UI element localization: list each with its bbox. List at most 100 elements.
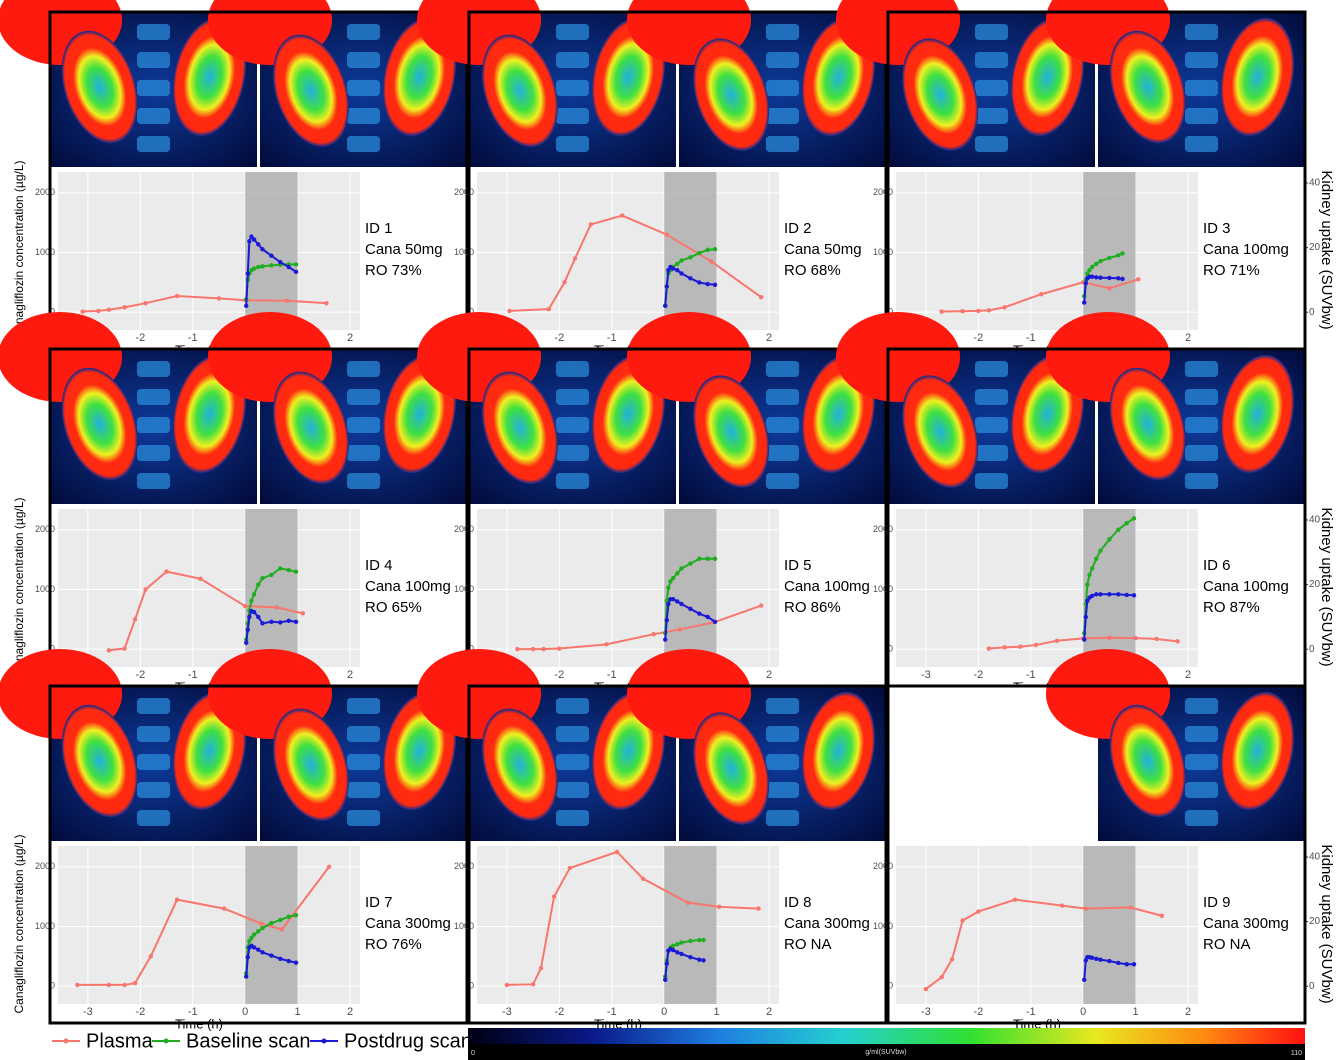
spine-block [1185,108,1218,124]
data-point [107,308,111,312]
data-point [705,615,709,619]
x-tick-label: -2 [135,1006,145,1018]
data-point [688,939,692,943]
annotation: Cana 300mg [784,915,870,932]
y-tick-label: 2000 [873,861,893,871]
data-point [286,265,290,269]
data-point [615,850,619,854]
data-point [557,646,561,650]
spine-block [137,52,170,68]
data-point [688,607,692,611]
data-point [1107,537,1111,541]
x-tick-label: -2 [973,1006,983,1018]
data-point [122,983,126,987]
spine-block [556,754,589,770]
spine-block [556,445,589,461]
annotation: RO 87% [1203,599,1260,616]
data-point [756,906,760,910]
x-tick-label: -2 [973,669,983,681]
spine-block [137,445,170,461]
data-point [713,620,717,624]
x-tick-label: 2 [1185,1006,1191,1018]
spine-block [556,417,589,433]
data-point [1082,637,1086,641]
x-tick-label: -3 [502,1006,512,1018]
spine-block [975,473,1008,489]
data-point [675,262,679,266]
data-point [278,260,282,264]
data-point [1094,557,1098,561]
data-point [717,905,721,909]
annotation: RO 68% [784,262,841,279]
data-point [713,247,717,251]
x-tick-label: 2 [347,669,353,681]
plot-area [477,846,779,1004]
data-point [1116,276,1120,280]
spine-block [137,810,170,826]
spine-block [1185,24,1218,40]
data-point [1002,645,1006,649]
data-point [252,610,256,614]
x-tick-label: 2 [347,1006,353,1018]
data-point [294,913,298,917]
spine-block [556,473,589,489]
data-point [75,983,79,987]
data-point [96,309,100,313]
spine-block [1185,361,1218,377]
data-point [697,557,701,561]
data-point [260,926,264,930]
spine-block [766,473,799,489]
spine-block [137,417,170,433]
data-point [294,620,298,624]
y2-tick-label: 0 [1309,644,1315,655]
spine-block [137,361,170,377]
data-point [663,978,667,982]
annotation: Cana 100mg [1203,578,1289,595]
data-point [1082,300,1086,304]
data-point [1013,897,1017,901]
spine-block [347,782,380,798]
data-point [705,557,709,561]
spine-block [975,389,1008,405]
y-tick-label: 1000 [35,584,55,594]
plot-area [477,509,779,667]
data-point [939,975,943,979]
data-point [259,921,263,925]
data-point [244,304,248,308]
spine-block [975,445,1008,461]
data-point [679,258,683,262]
data-point [1082,978,1086,982]
spine-block [347,754,380,770]
annotation: Cana 300mg [365,915,451,932]
x-tick-label: -2 [554,332,564,344]
colorbar-min: 0 [471,1050,475,1057]
y-tick-label: 2000 [35,524,55,534]
data-point [679,940,683,944]
data-point [1098,275,1102,279]
data-point [697,280,701,284]
spine-block [1185,52,1218,68]
data-point [1094,592,1098,596]
data-point [705,248,709,252]
data-point [1098,592,1102,596]
x-tick-label: -2 [554,1006,564,1018]
annotation: RO 73% [365,262,422,279]
x-tick-label: -3 [921,669,931,681]
spine-block [975,24,1008,40]
annotation: RO NA [784,936,832,953]
spine-block [766,698,799,714]
data-point [252,237,256,241]
spine-block [1185,136,1218,152]
scan-window [664,509,716,667]
y-tick-label: 1000 [35,247,55,257]
x-tick-label: 0 [661,1006,667,1018]
spine-block [347,810,380,826]
data-point [1018,645,1022,649]
x-tick-label: 2 [347,332,353,344]
data-point [671,576,675,580]
annotation: ID 1 [365,220,393,237]
data-point [679,602,683,606]
data-point [688,955,692,959]
spine-block [766,108,799,124]
data-point [713,283,717,287]
